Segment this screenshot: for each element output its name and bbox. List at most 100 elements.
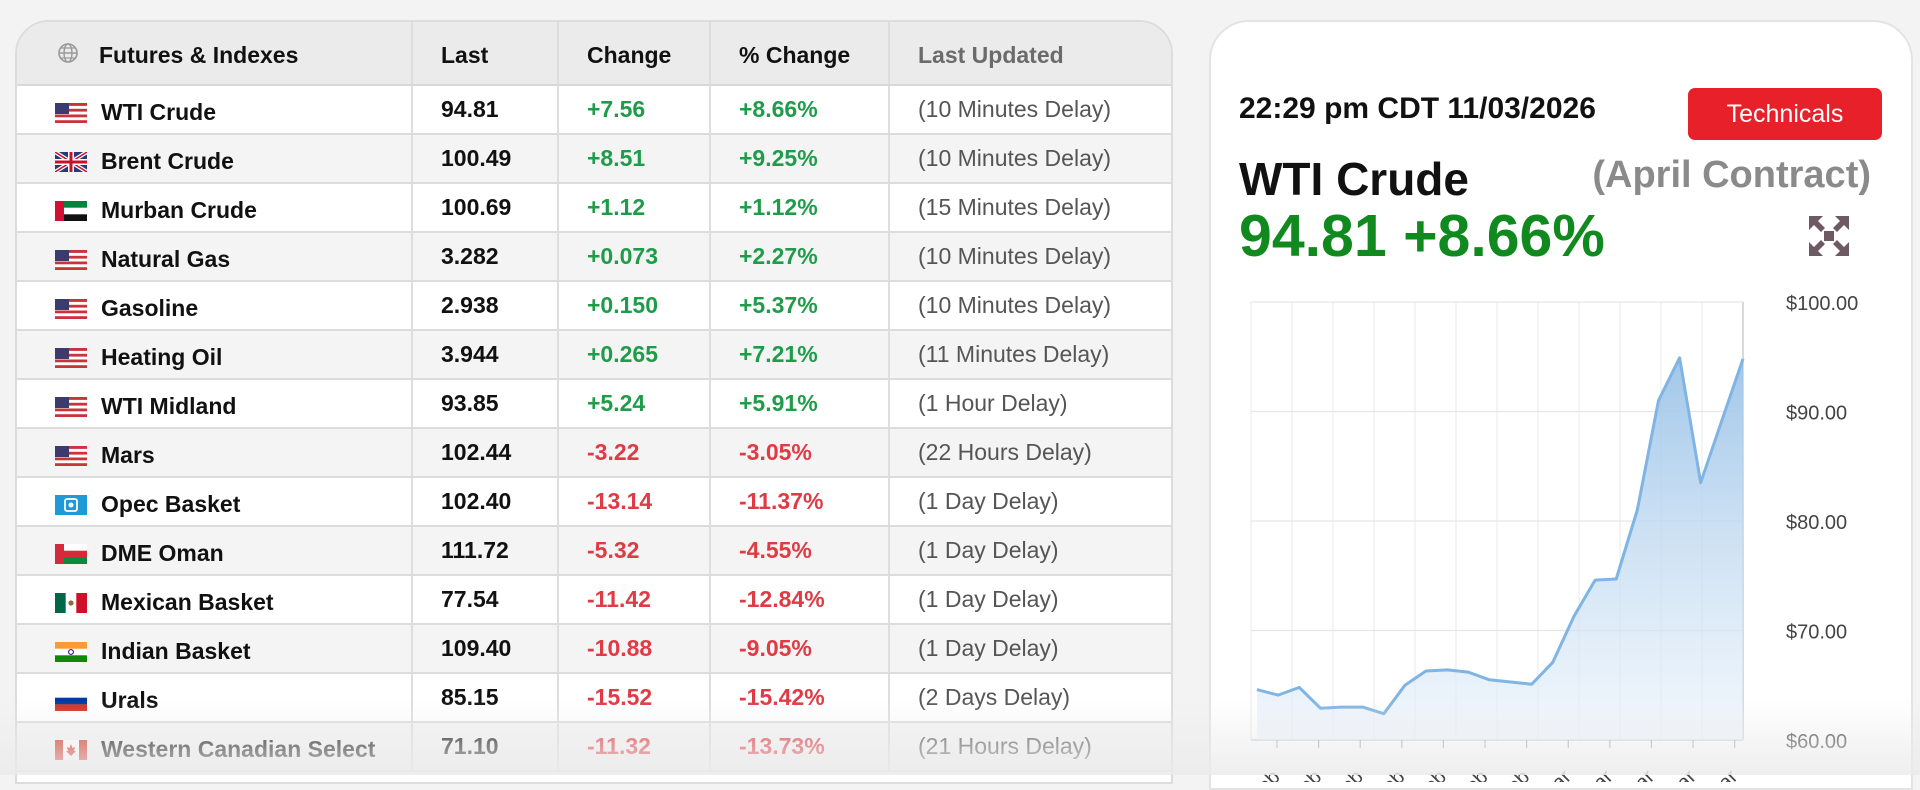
cell-last-updated: (1 Day Delay) [889,477,1171,527]
data-point[interactable] [1255,688,1259,692]
header-last-updated[interactable]: Last Updated [889,22,1171,86]
cell-last: 71.10 [412,722,559,772]
cell-last-updated: (1 Day Delay) [889,624,1171,674]
data-point[interactable] [1656,399,1660,403]
cell-name[interactable]: Heating Oil [17,330,413,380]
table-row[interactable]: Mexican Basket 77.54 -11.42 -12.84% (1 Day D… [17,575,1171,625]
price-chart[interactable]: $100.00$90.00$80.00$70.00$60.00FebFebFeb… [1211,22,1915,782]
table-row[interactable]: Natural Gas 3.282 +0.073 +2.27% (10 Minutes … [17,232,1171,282]
cell-pct-change: -11.37% [710,477,890,527]
table-header-row: Futures & Indexes Last Change % Change L… [17,22,1171,86]
cell-name[interactable]: Indian Basket [17,624,413,674]
table-row[interactable]: Urals 85.15 -15.52 -15.42% (2 Days Delay) [17,673,1171,723]
data-point[interactable] [1530,682,1534,686]
x-tick-label: Feb [1286,766,1326,782]
data-point[interactable] [1635,508,1639,512]
cell-last: 102.40 [412,477,559,527]
table-row[interactable]: Mars 102.44 -3.22 -3.05% (22 Hours Delay) [17,428,1171,478]
india-flag-icon [55,641,87,662]
y-tick-label: $80.00 [1786,512,1847,534]
data-point[interactable] [1424,669,1428,673]
data-point[interactable] [1382,712,1386,716]
y-tick-label: $90.00 [1786,403,1847,425]
header-change[interactable]: Change [558,22,711,86]
data-point[interactable] [1572,614,1576,618]
header-pct-change[interactable]: % Change [710,22,890,86]
table-row[interactable]: DME Oman 111.72 -5.32 -4.55% (1 Day Delay) [17,526,1171,576]
table-row[interactable]: Brent Crude 100.49 +8.51 +9.25% (10 Minutes … [17,134,1171,184]
cell-pct-change: +5.37% [710,281,890,331]
data-point[interactable] [1297,685,1301,689]
cell-change: -10.88 [558,624,711,674]
instrument-label: Murban Crude [101,196,257,223]
cell-change: +0.150 [558,281,711,331]
table-row[interactable]: Heating Oil 3.944 +0.265 +7.21% (11 Minutes … [17,330,1171,380]
current-price: 94.81 [1239,203,1387,269]
data-point[interactable] [1720,418,1724,422]
technicals-button[interactable]: Technicals [1688,88,1882,140]
cell-name[interactable]: Opec Basket [17,477,413,527]
instrument-label: WTI Midland [101,392,237,419]
data-point[interactable] [1445,668,1449,672]
instrument-label: Indian Basket [101,637,251,664]
instrument-label: WTI Crude [101,98,216,125]
table-row[interactable]: Opec Basket 102.40 -13.14 -11.37% (1 Day Del… [17,477,1171,527]
y-tick-label: $100.00 [1786,293,1858,315]
cell-name[interactable]: Urals [17,673,413,723]
cell-change: +0.073 [558,232,711,282]
cell-last-updated: (2 Days Delay) [889,673,1171,723]
cell-name[interactable]: WTI Midland [17,379,413,429]
cell-last-updated: (10 Minutes Delay) [889,85,1171,135]
header-last[interactable]: Last [412,22,559,86]
table-row[interactable]: Indian Basket 109.40 -10.88 -9.05% (1 Day De… [17,624,1171,674]
cell-name[interactable]: Brent Crude [17,134,413,184]
cell-name[interactable]: Natural Gas [17,232,413,282]
expand-arrows-icon[interactable] [1807,214,1851,258]
data-point[interactable] [1361,705,1365,709]
x-tick-label: Mar [1619,766,1659,782]
data-point[interactable] [1614,577,1618,581]
cell-change: -3.22 [558,428,711,478]
cell-name[interactable]: WTI Crude [17,85,413,135]
uae-flag-icon [55,200,87,221]
data-point[interactable] [1466,670,1470,674]
data-point[interactable] [1593,578,1597,582]
data-point[interactable] [1487,678,1491,682]
table-row[interactable]: WTI Midland 93.85 +5.24 +5.91% (1 Hour Delay… [17,379,1171,429]
table-row[interactable]: Gasoline 2.938 +0.150 +5.37% (10 Minutes Del… [17,281,1171,331]
cell-pct-change: +9.25% [710,134,890,184]
x-tick-label: Feb [1494,766,1534,782]
table-row[interactable]: Murban Crude 100.69 +1.12 +1.12% (15 Minutes… [17,183,1171,233]
globe-icon [58,43,78,63]
us-flag-icon [55,347,87,368]
data-point[interactable] [1741,357,1745,361]
table-row[interactable]: WTI Crude 94.81 +7.56 +8.66% (10 Minutes Del… [17,85,1171,135]
data-point[interactable] [1340,705,1344,709]
data-point[interactable] [1699,481,1703,485]
cell-name[interactable]: Mars [17,428,413,478]
instrument-label: Opec Basket [101,490,241,517]
header-futures-indexes[interactable]: Futures & Indexes [17,22,413,86]
x-tick-label: Feb [1411,766,1451,782]
x-tick-label: Mar [1577,766,1617,782]
table-row[interactable]: Western Canadian Select 71.10 -11.32 -13.73… [17,722,1171,772]
cell-name[interactable]: Gasoline [17,281,413,331]
data-point[interactable] [1276,693,1280,697]
x-tick-label: Mar [1536,766,1576,782]
cell-name[interactable]: Murban Crude [17,183,413,233]
data-point[interactable] [1509,680,1513,684]
data-point[interactable] [1678,356,1682,360]
data-point[interactable] [1403,683,1407,687]
cell-name[interactable]: Western Canadian Select [17,722,413,772]
russia-flag-icon [55,690,87,711]
cell-pct-change: -9.05% [710,624,890,674]
data-point[interactable] [1551,660,1555,664]
contract-label: (April Contract) [1592,154,1871,196]
cell-name[interactable]: DME Oman [17,526,413,576]
cell-change: -13.14 [558,477,711,527]
futures-table-card: Futures & Indexes Last Change % Change L… [15,20,1173,784]
cell-last: 3.282 [412,232,559,282]
cell-name[interactable]: Mexican Basket [17,575,413,625]
data-point[interactable] [1318,706,1322,710]
cell-last-updated: (1 Hour Delay) [889,379,1171,429]
